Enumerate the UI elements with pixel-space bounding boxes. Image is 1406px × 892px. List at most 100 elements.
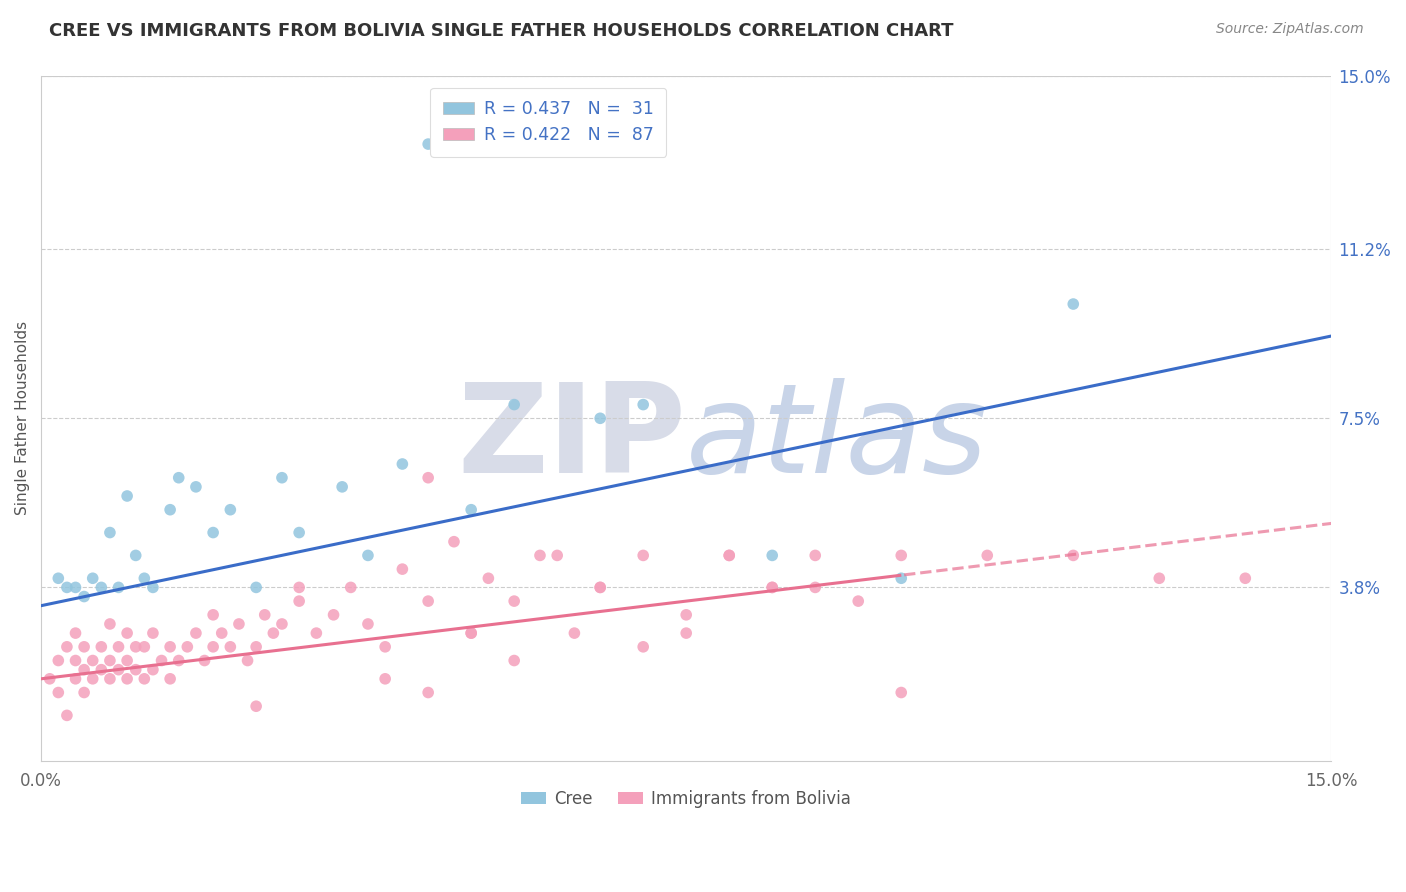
- Point: [193, 654, 215, 668]
- Point: [56, 640, 79, 654]
- Point: [134, 672, 156, 686]
- Point: [890, 571, 912, 585]
- Point: [115, 489, 138, 503]
- Point: [418, 685, 440, 699]
- Point: [460, 626, 482, 640]
- Point: [357, 549, 380, 563]
- Point: [271, 617, 294, 632]
- Point: [761, 581, 783, 595]
- Point: [631, 640, 654, 654]
- Point: [330, 480, 353, 494]
- Point: [202, 640, 225, 654]
- Y-axis label: Single Father Households: Single Father Households: [15, 321, 30, 516]
- Text: CREE VS IMMIGRANTS FROM BOLIVIA SINGLE FATHER HOUSEHOLDS CORRELATION CHART: CREE VS IMMIGRANTS FROM BOLIVIA SINGLE F…: [49, 22, 953, 40]
- Text: atlas: atlas: [686, 378, 988, 500]
- Point: [357, 617, 380, 632]
- Point: [1234, 571, 1257, 585]
- Point: [631, 398, 654, 412]
- Point: [159, 502, 181, 516]
- Point: [65, 654, 87, 668]
- Point: [56, 581, 79, 595]
- Point: [184, 626, 207, 640]
- Point: [761, 581, 783, 595]
- Point: [98, 672, 121, 686]
- Point: [46, 685, 69, 699]
- Legend: Cree, Immigrants from Bolivia: Cree, Immigrants from Bolivia: [515, 783, 858, 814]
- Point: [159, 640, 181, 654]
- Point: [503, 398, 526, 412]
- Point: [890, 549, 912, 563]
- Point: [90, 663, 112, 677]
- Point: [1149, 571, 1171, 585]
- Point: [245, 581, 267, 595]
- Point: [82, 571, 104, 585]
- Point: [236, 654, 259, 668]
- Point: [73, 590, 96, 604]
- Point: [460, 502, 482, 516]
- Point: [46, 571, 69, 585]
- Point: [391, 457, 413, 471]
- Point: [202, 607, 225, 622]
- Text: ZIP: ZIP: [457, 378, 686, 500]
- Point: [211, 626, 233, 640]
- Point: [98, 525, 121, 540]
- Point: [288, 594, 311, 608]
- Point: [82, 672, 104, 686]
- Point: [305, 626, 328, 640]
- Point: [73, 640, 96, 654]
- Point: [718, 549, 741, 563]
- Point: [107, 640, 129, 654]
- Point: [142, 626, 165, 640]
- Point: [443, 534, 465, 549]
- Point: [142, 663, 165, 677]
- Point: [288, 581, 311, 595]
- Point: [718, 549, 741, 563]
- Point: [150, 654, 173, 668]
- Point: [976, 549, 998, 563]
- Point: [38, 672, 60, 686]
- Point: [167, 471, 190, 485]
- Point: [339, 581, 361, 595]
- Point: [125, 549, 148, 563]
- Point: [418, 471, 440, 485]
- Point: [73, 663, 96, 677]
- Point: [98, 654, 121, 668]
- Point: [804, 581, 827, 595]
- Point: [253, 607, 276, 622]
- Point: [65, 672, 87, 686]
- Point: [1062, 297, 1084, 311]
- Point: [564, 626, 586, 640]
- Point: [115, 672, 138, 686]
- Point: [142, 581, 165, 595]
- Point: [65, 581, 87, 595]
- Point: [167, 654, 190, 668]
- Point: [107, 663, 129, 677]
- Point: [391, 562, 413, 576]
- Point: [374, 640, 396, 654]
- Point: [228, 617, 250, 632]
- Point: [460, 626, 482, 640]
- Point: [846, 594, 869, 608]
- Point: [262, 626, 284, 640]
- Point: [589, 581, 612, 595]
- Point: [176, 640, 198, 654]
- Point: [202, 525, 225, 540]
- Point: [761, 549, 783, 563]
- Point: [589, 581, 612, 595]
- Point: [219, 640, 242, 654]
- Point: [322, 607, 344, 622]
- Point: [546, 549, 568, 563]
- Point: [134, 571, 156, 585]
- Text: Source: ZipAtlas.com: Source: ZipAtlas.com: [1216, 22, 1364, 37]
- Point: [125, 663, 148, 677]
- Point: [125, 640, 148, 654]
- Point: [90, 640, 112, 654]
- Point: [418, 594, 440, 608]
- Point: [477, 571, 499, 585]
- Point: [804, 549, 827, 563]
- Point: [219, 502, 242, 516]
- Point: [46, 654, 69, 668]
- Point: [115, 654, 138, 668]
- Point: [529, 549, 551, 563]
- Point: [1062, 549, 1084, 563]
